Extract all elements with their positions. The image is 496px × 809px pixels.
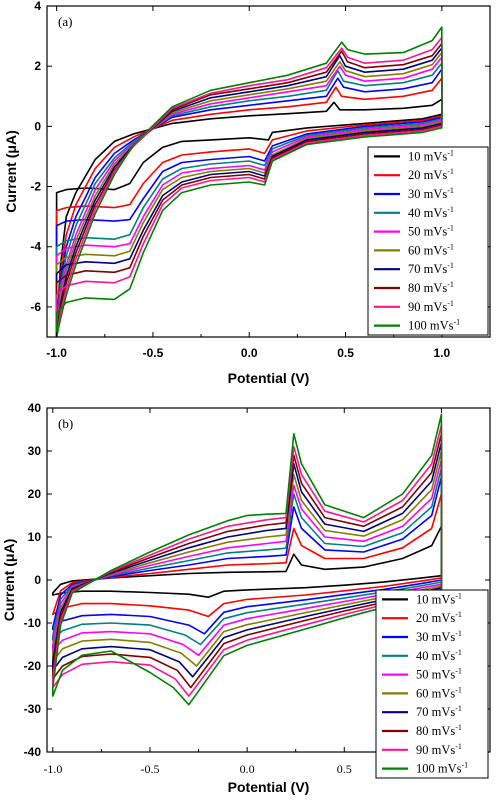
y-axis-title: Current (μA) [1,539,17,621]
panel-label: (a) [58,14,72,29]
legend-label-40: 40 mVs-1 [408,205,454,220]
x-tick-label: 0.5 [337,346,354,360]
series-line-100-mVs [55,26,443,337]
legend-label-90: 90 mVs-1 [416,742,462,757]
legend-box [367,146,489,336]
x-axis-title: Potential (V) [228,779,310,795]
legend-label-20: 20 mVs-1 [408,167,454,182]
legend-label-10: 10 mVs-1 [416,591,462,606]
legend-label-80: 80 mVs-1 [408,280,454,295]
y-tick-label: 30 [28,444,42,458]
legend-box [375,589,489,779]
x-tick-label: 1.0 [434,346,451,360]
series-line-100-mVs [52,413,443,706]
legend: 10 mVs-1 20 mVs-1 30 mVs-1 40 mVs-1 50 mVs-1… [375,589,489,779]
legend-label-60: 60 mVs-1 [416,685,462,700]
legend-label-80: 80 mVs-1 [416,723,462,738]
legend-label-40: 40 mVs-1 [416,648,462,663]
y-tick-label: 0 [34,119,41,133]
plot-frame [46,5,491,338]
legend-label-70: 70 mVs-1 [408,261,454,276]
y-tick-label: -4 [30,240,41,254]
y-tick-label: -30 [24,702,42,716]
legend-label-100: 100 mVs-1 [416,761,468,776]
y-tick-label: 0 [34,573,41,587]
x-tick-label: 0.5 [337,762,352,776]
y-tick-label: 4 [34,0,41,13]
legend: 10 mVs-1 20 mVs-1 30 mVs-1 40 mVs-1 50 mVs-1… [367,146,489,336]
x-tick-label: -0.5 [143,346,164,360]
x-tick-label: 0.0 [241,346,258,360]
chart-panel-a: -1.0 -0.5 0.0 0.5 1.0 -6 -4 -2 0 2 4 Potential (V) C… [3,0,491,386]
y-tick-label: -20 [24,659,42,673]
legend-label-30: 30 mVs-1 [408,186,454,201]
y-axis-title: Current (μA) [3,130,19,212]
panel-label: (b) [58,416,73,431]
legend-label-20: 20 mVs-1 [416,610,462,625]
x-tick-label: -1.0 [46,346,67,360]
y-tick-label: 40 [28,401,42,415]
y-tick-label: 10 [28,530,42,544]
x-tick-label: -1.0 [43,762,62,776]
x-tick-label: 0.0 [240,762,255,776]
y-tick-label: -6 [30,300,41,314]
legend-label-90: 90 mVs-1 [408,299,454,314]
x-axis-title: Potential (V) [228,370,310,386]
legend-label-70: 70 mVs-1 [416,704,462,719]
legend-label-50: 50 mVs-1 [416,667,462,682]
legend-label-50: 50 mVs-1 [408,224,454,239]
y-tick-label: 20 [28,487,42,501]
legend-label-100: 100 mVs-1 [408,318,460,333]
series-line-20-mVs [52,493,443,618]
y-tick-label: -10 [24,616,42,630]
chart-panel-b: -1.0-0.50.00.51.0-40-30-20-10010203040Po… [1,401,491,795]
y-tick-label: -40 [24,745,42,759]
legend-label-30: 30 mVs-1 [416,629,462,644]
x-tick-label: -0.5 [140,762,159,776]
legend-label-60: 60 mVs-1 [408,242,454,257]
y-tick-label: 2 [34,59,41,73]
y-tick-label: -2 [30,180,41,194]
legend-label-10: 10 mVs-1 [408,148,454,163]
